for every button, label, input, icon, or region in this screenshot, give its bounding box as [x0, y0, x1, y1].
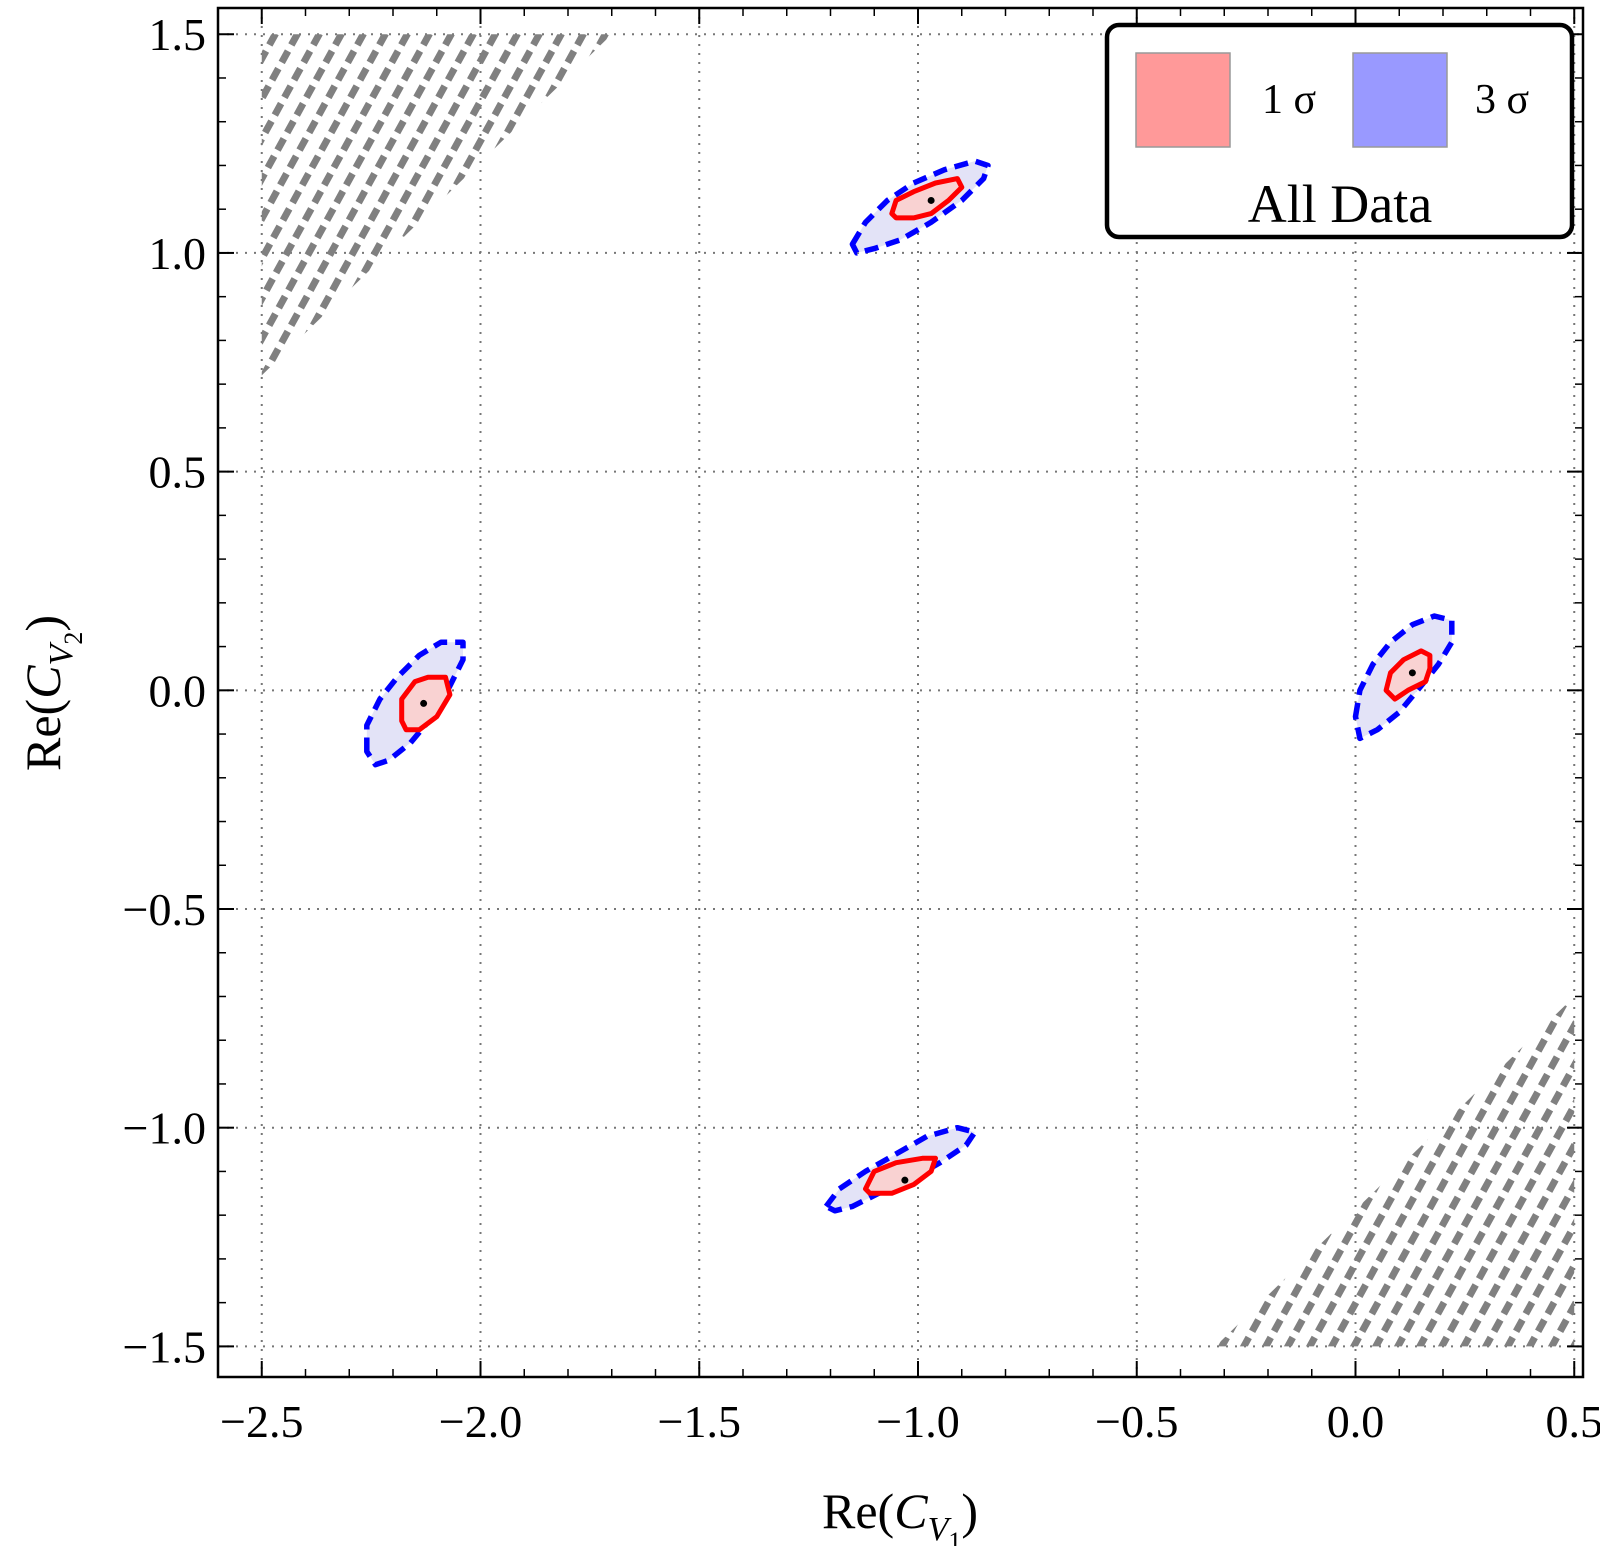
hatch-stroke	[947, 976, 1161, 1366]
axis-ticks: −2.5 −2.0 −1.5 −1.0 −0.5 0.0 0.5 −1.5 −1.0 −0.5 0.…	[123, 8, 1600, 1447]
best-fit-point	[927, 196, 935, 204]
hatch-stroke	[617, 976, 831, 1366]
hatch-stroke	[551, 976, 765, 1366]
hatch-stroke	[1215, 996, 1253, 1347]
legend-swatch-3sigma	[1352, 52, 1448, 148]
hatch-stroke	[0, 14, 154, 395]
hatch-stroke	[1215, 996, 1275, 1347]
hatch-stroke	[0, 14, 88, 395]
hatch-stroke	[1427, 996, 1575, 1347]
hatch-stroke	[1585, 976, 1600, 1366]
best-fit-point	[901, 1176, 909, 1184]
hatch-stroke	[579, 34, 612, 376]
hatch-stroke	[573, 976, 787, 1366]
hatch-stroke	[359, 34, 576, 376]
y-tick-label: 0.0	[149, 665, 207, 716]
y-axis-title: Re(CV2)	[15, 615, 88, 771]
hatch-stroke	[535, 34, 612, 376]
hatch-stroke	[315, 34, 532, 376]
hatch-stroke	[627, 14, 837, 395]
hatch-stroke	[337, 34, 554, 376]
hatch-stroke	[0, 14, 176, 395]
x-tick-label: −1.5	[658, 1396, 741, 1447]
hatch-stroke	[261, 34, 444, 376]
hatch-stroke	[261, 34, 290, 376]
hatch-stroke	[447, 34, 612, 376]
hatch-stroke	[469, 34, 612, 376]
x-axis-title: Re(CV1)	[822, 1483, 978, 1546]
hatched-region-top-left	[0, 14, 903, 395]
x-tick-label: −2.5	[220, 1396, 303, 1447]
hatch-stroke	[693, 14, 903, 395]
hatch-stroke	[261, 34, 312, 376]
x-tick-label: 0.0	[1327, 1396, 1385, 1447]
hatch-stroke	[513, 34, 612, 376]
legend-label-1sigma: 1 σ	[1262, 77, 1316, 123]
hatch-stroke	[425, 34, 612, 376]
hatch-stroke	[1215, 996, 1231, 1347]
hatch-stroke	[261, 34, 268, 376]
hatch-stroke	[0, 14, 110, 395]
best-fit-point	[420, 699, 428, 707]
hatch-stroke	[1383, 996, 1575, 1347]
hatch-stroke	[557, 34, 612, 376]
hatch-stroke	[969, 976, 1183, 1366]
hatch-stroke	[11, 14, 221, 395]
y-tick-label: −0.5	[123, 884, 206, 935]
hatch-stroke	[293, 34, 510, 376]
y-tick-label: −1.5	[123, 1321, 206, 1372]
x-tick-label: 0.5	[1546, 1396, 1600, 1447]
hatch-stroke	[271, 34, 488, 376]
hatch-stroke	[529, 976, 743, 1366]
hatch-stroke	[1449, 996, 1575, 1347]
hatch-stroke	[261, 34, 422, 376]
y-tick-label: 0.5	[149, 447, 207, 498]
hatch-stroke	[0, 14, 44, 395]
hatch-stroke	[0, 14, 198, 395]
y-tick-label: −1.0	[123, 1103, 206, 1154]
plot-frame	[216, 6, 1585, 1379]
contour-1sigma	[863, 1155, 938, 1196]
hatch-stroke	[1405, 996, 1575, 1347]
legend: 1 σ 3 σ All Data	[1104, 22, 1575, 240]
hatch-stroke	[381, 34, 598, 376]
hatch-stroke	[507, 976, 721, 1366]
hatch-stroke	[991, 976, 1205, 1366]
hatch-stroke	[925, 976, 1139, 1366]
hatch-stroke	[261, 34, 334, 376]
hatch-stroke	[595, 976, 809, 1366]
hatch-stroke	[261, 34, 400, 376]
legend-title: All Data	[1248, 174, 1432, 234]
hatch-stroke	[261, 34, 356, 376]
hatch-stroke	[661, 976, 875, 1366]
hatched-region-bottom-right	[507, 976, 1600, 1366]
hatch-stroke	[649, 14, 859, 395]
y-tick-label: 1.0	[149, 228, 207, 279]
hatch-stroke	[33, 14, 243, 395]
hatch-stroke	[1361, 996, 1575, 1347]
hatch-stroke	[601, 34, 612, 376]
y-tick-label: 1.5	[149, 9, 207, 60]
x-tick-label: −0.5	[1095, 1396, 1178, 1447]
best-fit-point	[1408, 669, 1416, 677]
legend-swatch-1sigma	[1135, 52, 1231, 148]
hatch-stroke	[639, 976, 853, 1366]
hatch-stroke	[0, 14, 66, 395]
legend-label-3sigma: 3 σ	[1475, 77, 1529, 123]
hatch-stroke	[903, 976, 1117, 1366]
x-tick-label: −1.0	[876, 1396, 959, 1447]
confidence-contours	[364, 158, 1455, 1214]
hatch-stroke	[0, 14, 132, 395]
hatch-stroke	[491, 34, 612, 376]
x-tick-label: −2.0	[439, 1396, 522, 1447]
hatch-stroke	[261, 34, 466, 376]
grid	[218, 8, 1583, 1377]
hatch-stroke	[671, 14, 881, 395]
hatch-stroke	[0, 14, 22, 395]
contour-1sigma	[889, 176, 965, 221]
hatch-stroke	[261, 34, 378, 376]
hatch-stroke	[403, 34, 612, 376]
contour-1sigma	[1383, 648, 1433, 702]
